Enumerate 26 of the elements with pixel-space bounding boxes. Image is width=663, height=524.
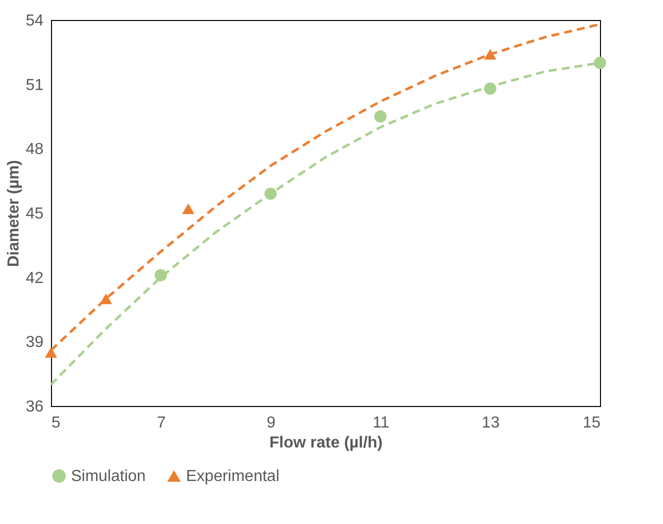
y-tick-label: 48: [26, 141, 44, 158]
x-tick-label: 9: [266, 414, 276, 432]
point: [484, 82, 496, 95]
x-tick-label: 11: [372, 414, 390, 432]
x-tick-label: 15: [582, 414, 601, 432]
point: [374, 110, 387, 123]
point: [484, 49, 496, 60]
legend-label: Simulation: [71, 468, 146, 485]
x-tick-label: 13: [482, 414, 500, 432]
y-tick-label: 39: [26, 334, 44, 352]
point: [594, 56, 606, 69]
y-tick-label: 42: [26, 270, 44, 287]
point: [154, 269, 167, 282]
point: [100, 293, 112, 304]
x-tick-label: 7: [156, 414, 166, 432]
x-tick-label: 5: [52, 414, 60, 432]
y-tick-label: 54: [26, 12, 44, 30]
point: [264, 188, 277, 200]
y-tick-label: 51: [26, 76, 44, 94]
point: [182, 203, 194, 214]
y-axis-title: Diameter (µm): [6, 160, 23, 268]
y-tick-label: 45: [26, 206, 44, 222]
y-tick-label: 36: [26, 398, 44, 416]
x-axis-title: Flow rate (µl/h): [269, 434, 383, 452]
legend-label: Experimental: [186, 468, 280, 485]
point: [44, 347, 58, 358]
